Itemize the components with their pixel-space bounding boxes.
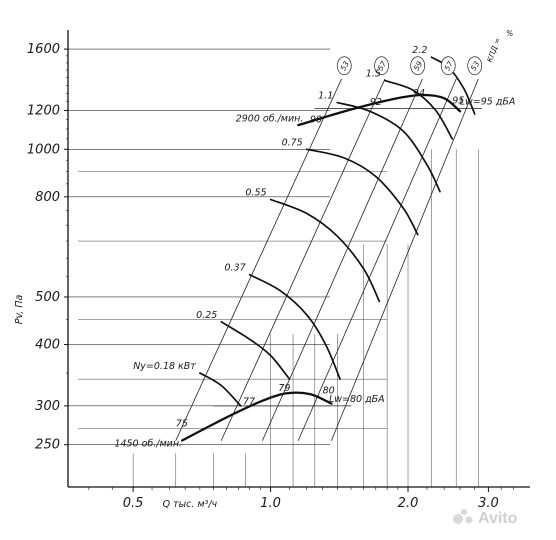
speed-curves-layer [180, 93, 462, 442]
watermark-dot-icon [453, 514, 463, 524]
y-tick-label: 250 [35, 438, 60, 453]
noise-value-1450: 80 [323, 385, 335, 396]
efficiency-label: 53 [338, 59, 351, 72]
efficiency-line-59 [262, 78, 423, 441]
power-curve-1.5 [384, 79, 454, 140]
y-tick-label: 500 [35, 290, 60, 305]
noise-label-80: Lw=80 дБА [329, 394, 385, 405]
efficiency-line-53 [331, 78, 479, 441]
y-tick-label: 400 [35, 338, 60, 353]
efficiency-line-57 [297, 78, 457, 441]
efficiency-line-53 [175, 78, 342, 441]
grid-layer [68, 48, 483, 487]
power-curve-2.2 [430, 56, 476, 115]
efficiency-label-circle [374, 56, 389, 76]
efficiency-label: 57 [376, 59, 389, 72]
noise-value-1450: 75 [176, 419, 188, 430]
axes-layer: 250 300 400 500 800 1000 1200 1600 0.5 1.0 2.0 3.0 P… [14, 30, 530, 511]
noise-value-1450: 79 [278, 383, 290, 394]
power-curve-1.1 [336, 101, 441, 193]
efficiency-label-circle [336, 56, 352, 76]
speed-curve-1450 [180, 391, 333, 442]
avito-watermark: Avito [453, 509, 518, 527]
x-tick-label: 1.0 [260, 496, 281, 511]
power-label-2.2: 2.2 [412, 45, 427, 56]
noise-value-2900: 92 [370, 97, 382, 108]
efficiency-label: 57 [442, 59, 455, 72]
noise-value-1450: 77 [243, 396, 255, 407]
efficiency-title: КПД = [485, 36, 502, 63]
speed-label-2900: 2900 об./мин. [236, 113, 304, 124]
noise-value-2900: 94 [413, 88, 425, 99]
efficiency-label-circle [467, 56, 483, 76]
noise-label-95: Lw=95 дБА [460, 97, 516, 108]
power-label-1.1: 1.1 [318, 91, 333, 102]
x-axis-label: Q тыс. м³/ч [163, 499, 218, 510]
power-curve-0.55 [269, 198, 381, 303]
watermark-dot-icon [461, 509, 467, 515]
y-axis-label: Pv, Па [14, 294, 25, 324]
power-curve-0.18 [199, 372, 242, 407]
efficiency-line-57 [220, 78, 386, 441]
x-tick-label: 2.0 [398, 496, 419, 511]
power-label-0.37: 0.37 [225, 263, 246, 274]
noise-value-2900: 90 [310, 114, 322, 125]
x-tick-label: 3.0 [478, 496, 499, 511]
efficiency-label: 53 [469, 59, 482, 72]
y-tick-label: 1200 [27, 103, 60, 118]
power-curve-0.25 [220, 320, 291, 381]
efficiency-lines-layer [175, 78, 479, 441]
power-label-0.75: 0.75 [282, 137, 303, 148]
y-tick-label: 1600 [27, 42, 60, 57]
y-tick-label: 300 [35, 399, 60, 414]
efficiency-label-circle [410, 56, 426, 76]
efficiency-unit: % [506, 29, 513, 38]
watermark-dot-icon [465, 516, 473, 524]
power-label-0.55: 0.55 [245, 188, 266, 199]
speed-label-1450: 1450 об./мин. [114, 438, 182, 449]
y-tick-label: 800 [35, 190, 60, 205]
power-curve-0.75 [305, 148, 419, 236]
y-tick-label: 1000 [27, 142, 60, 157]
efficiency-label-circle [440, 56, 456, 76]
power-curve-0.37 [248, 273, 341, 381]
noise-value-2900: 95 [452, 95, 464, 106]
speed-curve-2900 [297, 93, 462, 127]
x-tick-label: 0.5 [123, 496, 144, 511]
power-label-1.5: 1.5 [366, 69, 381, 80]
power-label-0.25: 0.25 [196, 310, 217, 321]
watermark-text: Avito [478, 510, 518, 527]
efficiency-label: 59 [412, 59, 425, 72]
power-label-0.18: Ny=0.18 кВт [133, 361, 196, 372]
